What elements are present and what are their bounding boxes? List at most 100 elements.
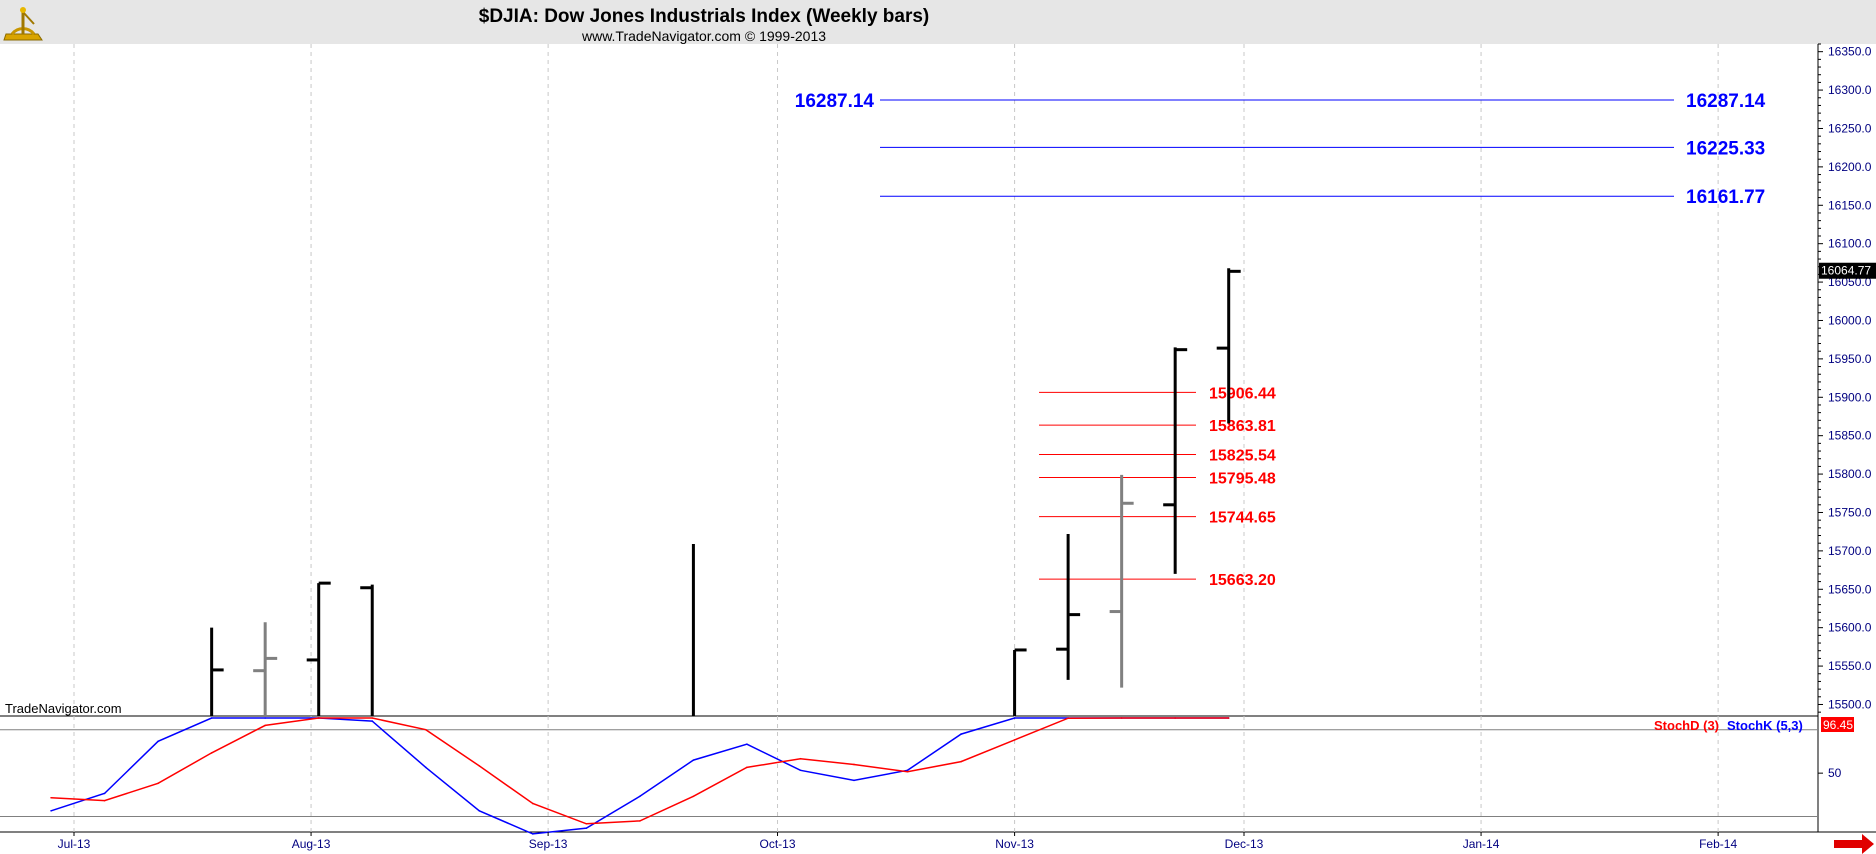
stochastic-panel: 50 StochD (3) StochK (5,3) 96.45 [0,717,1854,835]
stoch-last-badge [1821,717,1854,732]
stoch-point [746,743,748,746]
price-bars [210,268,1241,716]
y-tick-label: 15900.0 [1828,390,1872,404]
legend-stochD: StochD (3) [1654,718,1719,733]
support-label: 15795.48 [1209,471,1276,488]
stoch-point [1120,717,1123,719]
x-tick-label: Feb-14 [1699,837,1737,851]
resistance-label-left: 16287.14 [795,91,875,112]
support-label: 15663.20 [1209,572,1276,589]
grid [73,44,1719,832]
level-lines: 16287.14 16287.14 16225.33 16161.77 15906.44… [795,91,1766,589]
axes: Jul-13 Aug-13 Sep-13 Oct-13 Nov-13 Dec-13 Jan-… [58,43,1876,851]
scroll-right-arrow-icon[interactable] [1834,834,1874,854]
y-tick-label: 16250.0 [1828,121,1872,135]
stoch-point [692,795,695,798]
stoch-point [746,766,748,769]
stoch-point [906,770,909,773]
stoch-point [264,717,266,719]
stoch-point [1013,717,1016,719]
legend-stochK: StochK (5,3) [1727,718,1803,733]
stoch-point [210,717,213,719]
stoch-point [639,820,641,822]
stoch-point [532,802,534,805]
price-bar [1056,533,1081,680]
y-tick-label: 15750.0 [1828,505,1872,519]
x-tick-label: Jan-14 [1463,837,1500,851]
stoch-point [50,796,52,799]
stoch-point [799,757,802,760]
y-tick-label: 15500.0 [1828,697,1872,711]
stoch-point [1227,717,1230,719]
x-tick-label: Dec-13 [1225,837,1264,851]
support-label: 15825.54 [1209,447,1276,464]
stoch-y-tick-label: 50 [1828,766,1842,780]
stoch-point [853,763,855,766]
stoch-point [585,822,588,825]
y-tick-label: 15950.0 [1828,352,1872,366]
stoch-point [532,833,534,835]
stoch-point [424,766,427,769]
stoch-point [157,740,159,743]
y-tick-label: 15850.0 [1828,429,1872,443]
y-tick-label: 16000.0 [1828,313,1872,327]
header-bar [0,0,1876,44]
stoch-point [103,792,106,795]
chart-title: $DJIA: Dow Jones Industrials Index (Week… [479,6,930,27]
resistance-label: 16161.77 [1686,187,1765,208]
stoch-point [960,760,962,763]
resistance-label: 16287.14 [1686,91,1766,112]
stoch-point [478,809,481,812]
y-tick-label: 16150.0 [1828,198,1872,212]
support-label: 15744.65 [1209,510,1276,527]
last-price-label: 16064.77 [1821,264,1871,278]
stoch-point [103,799,106,802]
price-bar [1216,268,1241,424]
price-bar [210,627,224,716]
support-label: 15863.81 [1209,418,1276,435]
chart-subtitle: www.TradeNavigator.com © 1999-2013 [581,28,826,44]
stoch-point [960,733,962,735]
price-bar [253,622,278,716]
stoch-point [639,795,641,798]
stoch-point [371,717,374,719]
stoch-point [371,720,374,722]
stoch-point [799,769,802,772]
y-tick-label: 15800.0 [1828,467,1872,481]
stoch-point [692,759,695,761]
y-tick-label: 15550.0 [1828,659,1872,673]
stoch-point [424,728,427,731]
price-bar [1013,648,1027,716]
stoch-point [50,809,52,812]
stoch-point [157,782,159,785]
resistance-label: 16225.33 [1686,138,1765,159]
stoch-point [1067,717,1069,719]
x-tick-label: Oct-13 [760,837,796,851]
price-bar [1163,347,1188,574]
stoch-point [317,717,320,719]
price-bar [306,581,331,716]
stoch-point [853,779,855,782]
price-bar [360,584,374,716]
stoch-point [264,724,266,727]
stoch-point [1174,717,1176,719]
y-tick-label: 15700.0 [1828,544,1872,558]
x-tick-label: Nov-13 [995,837,1034,851]
sextant-logo-icon [3,7,43,41]
y-tick-label: 15600.0 [1828,621,1872,635]
y-tick-label: 16350.0 [1828,45,1872,59]
support-label: 15906.44 [1209,385,1276,402]
price-bar [1109,474,1134,688]
last-price-badge [1819,262,1876,279]
x-tick-label: Sep-13 [529,837,568,851]
stoch-point [585,827,588,829]
x-tick-label: Jul-13 [58,837,91,851]
y-tick-label: 16100.0 [1828,237,1872,251]
stoch-last-label: 96.45 [1823,718,1853,732]
y-tick-label: 16200.0 [1828,160,1872,174]
stoch-point [478,765,481,767]
y-tick-label: 16300.0 [1828,83,1872,97]
